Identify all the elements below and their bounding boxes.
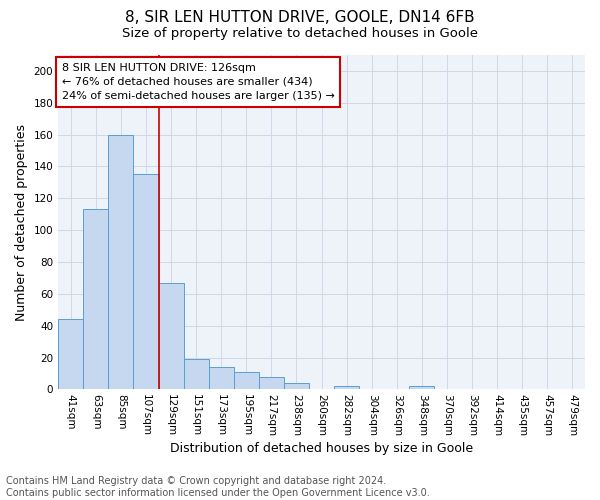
- Text: 8, SIR LEN HUTTON DRIVE, GOOLE, DN14 6FB: 8, SIR LEN HUTTON DRIVE, GOOLE, DN14 6FB: [125, 10, 475, 25]
- Bar: [284, 383, 309, 390]
- Text: Contains HM Land Registry data © Crown copyright and database right 2024.
Contai: Contains HM Land Registry data © Crown c…: [6, 476, 430, 498]
- X-axis label: Distribution of detached houses by size in Goole: Distribution of detached houses by size …: [170, 442, 473, 455]
- Bar: [234, 372, 259, 390]
- Bar: [109, 134, 133, 390]
- Bar: [259, 376, 284, 390]
- Bar: [83, 210, 109, 390]
- Bar: [409, 386, 434, 390]
- Y-axis label: Number of detached properties: Number of detached properties: [15, 124, 28, 320]
- Bar: [58, 320, 83, 390]
- Bar: [334, 386, 359, 390]
- Text: 8 SIR LEN HUTTON DRIVE: 126sqm
← 76% of detached houses are smaller (434)
24% of: 8 SIR LEN HUTTON DRIVE: 126sqm ← 76% of …: [62, 63, 335, 101]
- Bar: [133, 174, 158, 390]
- Bar: [158, 283, 184, 390]
- Bar: [184, 359, 209, 390]
- Bar: [209, 367, 234, 390]
- Text: Size of property relative to detached houses in Goole: Size of property relative to detached ho…: [122, 28, 478, 40]
